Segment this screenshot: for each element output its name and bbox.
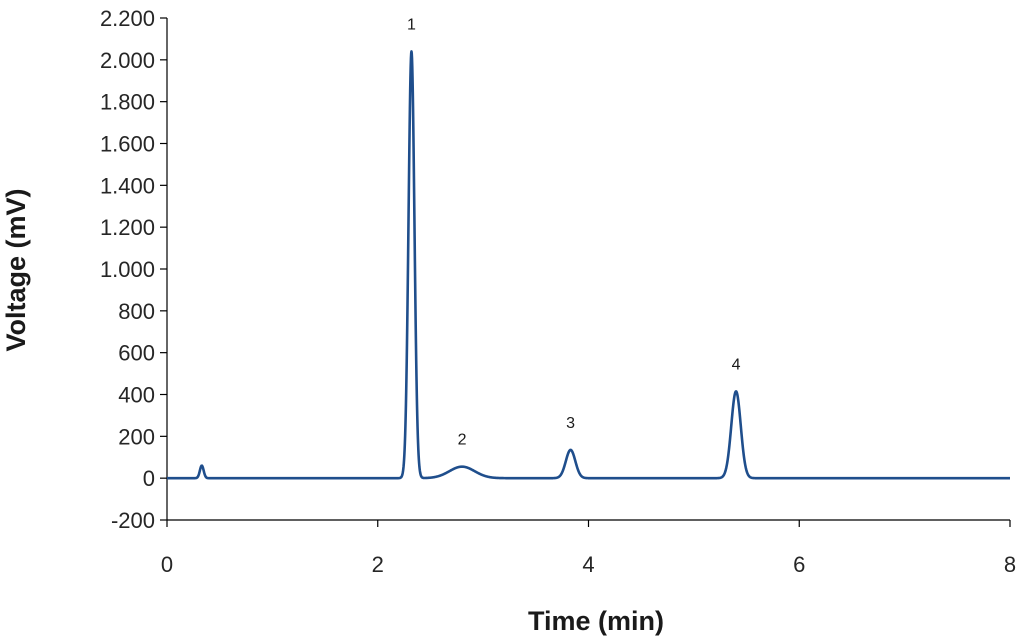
- y-tick-label: 1.200: [100, 215, 155, 240]
- y-tick-label: 800: [118, 299, 155, 324]
- y-axis-ticks: -200 0 200 400 600 800 1.000 1.200 1.400 1.600 1.8…: [100, 6, 167, 533]
- x-tick-label: 6: [793, 552, 805, 577]
- x-axis-title: Time (min): [528, 606, 664, 636]
- x-tick-label: 8: [1004, 552, 1016, 577]
- peak-label-3: 3: [566, 415, 575, 432]
- y-tick-label: 1.400: [100, 173, 155, 198]
- y-tick-label: 600: [118, 341, 155, 366]
- x-axis-ticks: 0 2 4 6 8: [161, 520, 1016, 577]
- peak-label-2: 2: [458, 432, 467, 449]
- x-tick-label: 4: [582, 552, 594, 577]
- x-tick-label: 2: [372, 552, 384, 577]
- y-tick-label: 400: [118, 383, 155, 408]
- y-tick-label: 2.200: [100, 6, 155, 31]
- y-tick-label: 200: [118, 424, 155, 449]
- chromatogram-trace: [165, 50, 1012, 480]
- peak-label-1: 1: [407, 16, 416, 33]
- y-tick-label: -200: [111, 508, 155, 533]
- y-tick-label: 1.800: [100, 90, 155, 115]
- peak-label-4: 4: [732, 356, 741, 373]
- y-tick-label: 1.600: [100, 132, 155, 157]
- peak-labels: 1 2 3 4: [407, 16, 741, 448]
- y-tick-label: 1.000: [100, 257, 155, 282]
- x-tick-label: 0: [161, 552, 173, 577]
- y-tick-label: 2.000: [100, 48, 155, 73]
- y-tick-label: 0: [143, 466, 155, 491]
- y-axis-title: Voltage (mV): [1, 188, 31, 351]
